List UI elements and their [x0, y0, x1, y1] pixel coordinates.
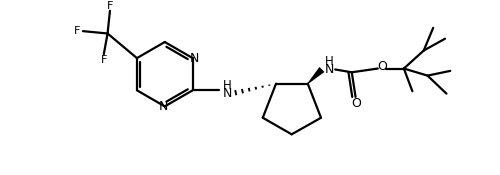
Text: F: F — [74, 26, 80, 36]
Text: N: N — [325, 63, 334, 76]
Text: H: H — [223, 79, 232, 92]
Text: N: N — [159, 100, 168, 113]
Text: O: O — [352, 97, 362, 110]
Text: N: N — [222, 87, 232, 100]
Text: F: F — [106, 1, 113, 11]
Text: F: F — [100, 55, 107, 65]
Polygon shape — [308, 67, 324, 84]
Text: N: N — [190, 52, 200, 65]
Text: O: O — [378, 60, 388, 73]
Text: H: H — [325, 55, 334, 68]
